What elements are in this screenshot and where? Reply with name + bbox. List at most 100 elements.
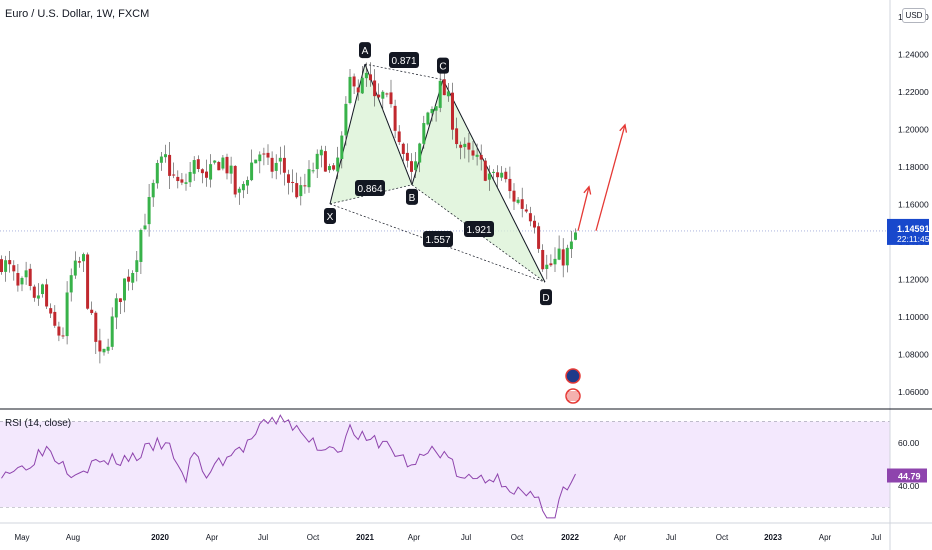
candle-body (262, 153, 266, 155)
candle-body (381, 91, 385, 99)
candle-body (205, 171, 208, 178)
candle-body (500, 172, 504, 178)
pattern-point-label: D (542, 293, 549, 304)
candle-body (106, 346, 110, 351)
x-tick-label: 2023 (764, 533, 782, 542)
leg-xa (329, 63, 366, 205)
ratio-label: 0.871 (391, 56, 416, 67)
diag-ac (364, 63, 444, 80)
candle-body (4, 260, 8, 272)
candlestick-series (0, 62, 577, 364)
x-tick-label: Jul (258, 533, 268, 542)
candle-body (377, 94, 381, 98)
candle-body (28, 268, 32, 286)
candle-body (467, 142, 471, 150)
x-tick-label: Jul (666, 533, 676, 542)
harmonic-pattern (329, 63, 546, 283)
candle-body (549, 263, 553, 266)
x-tick-label: Oct (716, 533, 729, 542)
candle-body (328, 166, 331, 171)
candle-body (401, 143, 405, 155)
candle-body (319, 149, 323, 156)
candle-body (426, 112, 430, 125)
currency-badge[interactable]: USD (902, 8, 926, 23)
price-badge (887, 218, 929, 245)
candle-body (504, 171, 508, 180)
candle-body (61, 335, 65, 337)
candle-body (397, 131, 401, 143)
x-tick-label: Oct (511, 533, 524, 542)
y-tick-label: 1.08000 (898, 350, 929, 360)
symbol-title[interactable]: Euro / U.S. Dollar, 1W, FXCM (5, 8, 150, 20)
candle-body (110, 316, 114, 347)
ratio-label: 1.557 (425, 235, 450, 246)
candle-body (475, 154, 479, 157)
candle-body (250, 162, 254, 181)
candle-body (237, 188, 241, 193)
candle-body (496, 172, 500, 178)
rsi-line (1, 414, 576, 519)
candle-body (446, 91, 450, 97)
x-tick-label: Apr (614, 533, 627, 542)
candle-body (16, 273, 20, 286)
candle-body (299, 185, 303, 197)
ratio-box (464, 221, 494, 237)
candle-body (49, 308, 53, 314)
candle-body (196, 159, 200, 170)
candle-body (8, 260, 12, 265)
candle-body (217, 162, 221, 171)
pattern-overlays: A C X B D 0.871 0.864 1.921 1.557 (324, 42, 628, 404)
candle-body (520, 199, 524, 209)
y-tick-label: 1.12000 (898, 275, 929, 285)
candle-body (188, 171, 192, 183)
pattern-point-b (406, 188, 418, 205)
candle-body (86, 254, 90, 309)
candle-body (516, 199, 520, 203)
candle-body (20, 277, 24, 285)
candle-body (414, 161, 418, 171)
candle-body (246, 180, 249, 186)
candle-body (98, 340, 102, 352)
candle-body (225, 156, 229, 174)
candle-body (307, 169, 311, 188)
candle-body (139, 229, 143, 262)
candle-body (344, 103, 348, 136)
candle-body (32, 286, 36, 298)
candle-body (336, 157, 340, 172)
rsi-value-badge (887, 468, 927, 483)
rsi-label[interactable]: RSI (14, close) (5, 418, 72, 429)
pattern-point-label: B (409, 193, 416, 204)
candle-body (24, 270, 28, 278)
ratio-box (389, 52, 419, 68)
candle-body (385, 93, 389, 95)
candle-body (352, 76, 356, 87)
rsi-value-text: 44.79 (898, 472, 921, 482)
candle-body (364, 72, 368, 79)
candle-body (422, 123, 426, 144)
ratio-label: 1.921 (466, 225, 491, 236)
pattern-point-label: A (362, 46, 369, 57)
candle-body (274, 162, 278, 171)
price-badge-value: 1.14591 (897, 224, 930, 234)
candle-body (471, 150, 475, 156)
candle-body (123, 278, 126, 301)
candle-body (348, 76, 352, 104)
candle-body (176, 176, 180, 182)
y-tick-label: 1.06000 (898, 387, 929, 397)
rsi-band (0, 421, 890, 508)
candle-body (418, 143, 422, 163)
candle-body (77, 261, 81, 263)
candle-body (229, 165, 233, 174)
candle-body (155, 162, 159, 184)
eu-flag-icon[interactable] (565, 368, 581, 384)
candle-body (118, 298, 122, 303)
pattern-point-label: X (327, 212, 334, 223)
candle-body (254, 159, 258, 164)
rsi-tick-label: 40.00 (898, 481, 920, 491)
candle-body (241, 183, 245, 191)
candle-body (315, 153, 319, 170)
candle-body (295, 183, 299, 198)
candle-body (147, 197, 151, 225)
candle-body (565, 247, 569, 266)
